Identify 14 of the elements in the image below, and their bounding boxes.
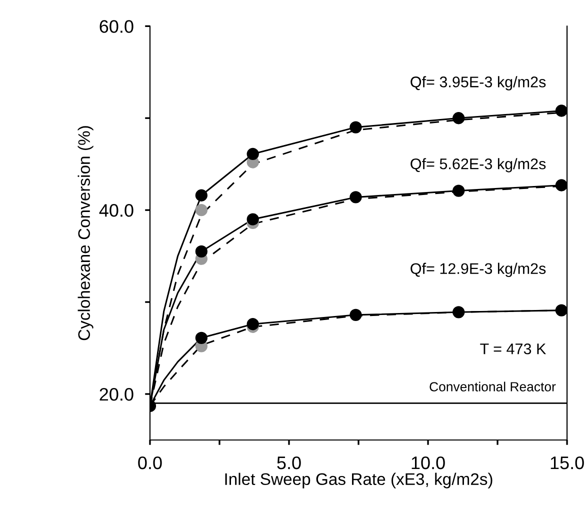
annotation: Qf= 5.62E-3 kg/m2s <box>410 158 546 172</box>
x-tick-label: 5.0 <box>277 456 301 470</box>
annotation: Qf= 3.95E-3 kg/m2s <box>410 76 546 90</box>
x-axis-title: Inlet Sweep Gas Rate (xE3, kg/m2s) <box>225 472 492 488</box>
y-tick-label: 60.0 <box>100 20 134 33</box>
x-tick-label: 10.0 <box>412 456 445 470</box>
annotation: Qf= 12.9E-3 kg/m2s <box>410 262 546 278</box>
x-tick-label: 0.0 <box>138 456 162 470</box>
ref-line-label: Conventional Reactor <box>430 382 556 392</box>
x-tick-label: 15.0 <box>550 456 584 470</box>
annotation: T = 473 K <box>480 343 546 354</box>
y-axis-title: Cyclohexane Conversion (%) <box>78 126 94 340</box>
y-tick-label: 20.0 <box>100 388 134 401</box>
y-tick-label: 40.0 <box>99 204 134 217</box>
